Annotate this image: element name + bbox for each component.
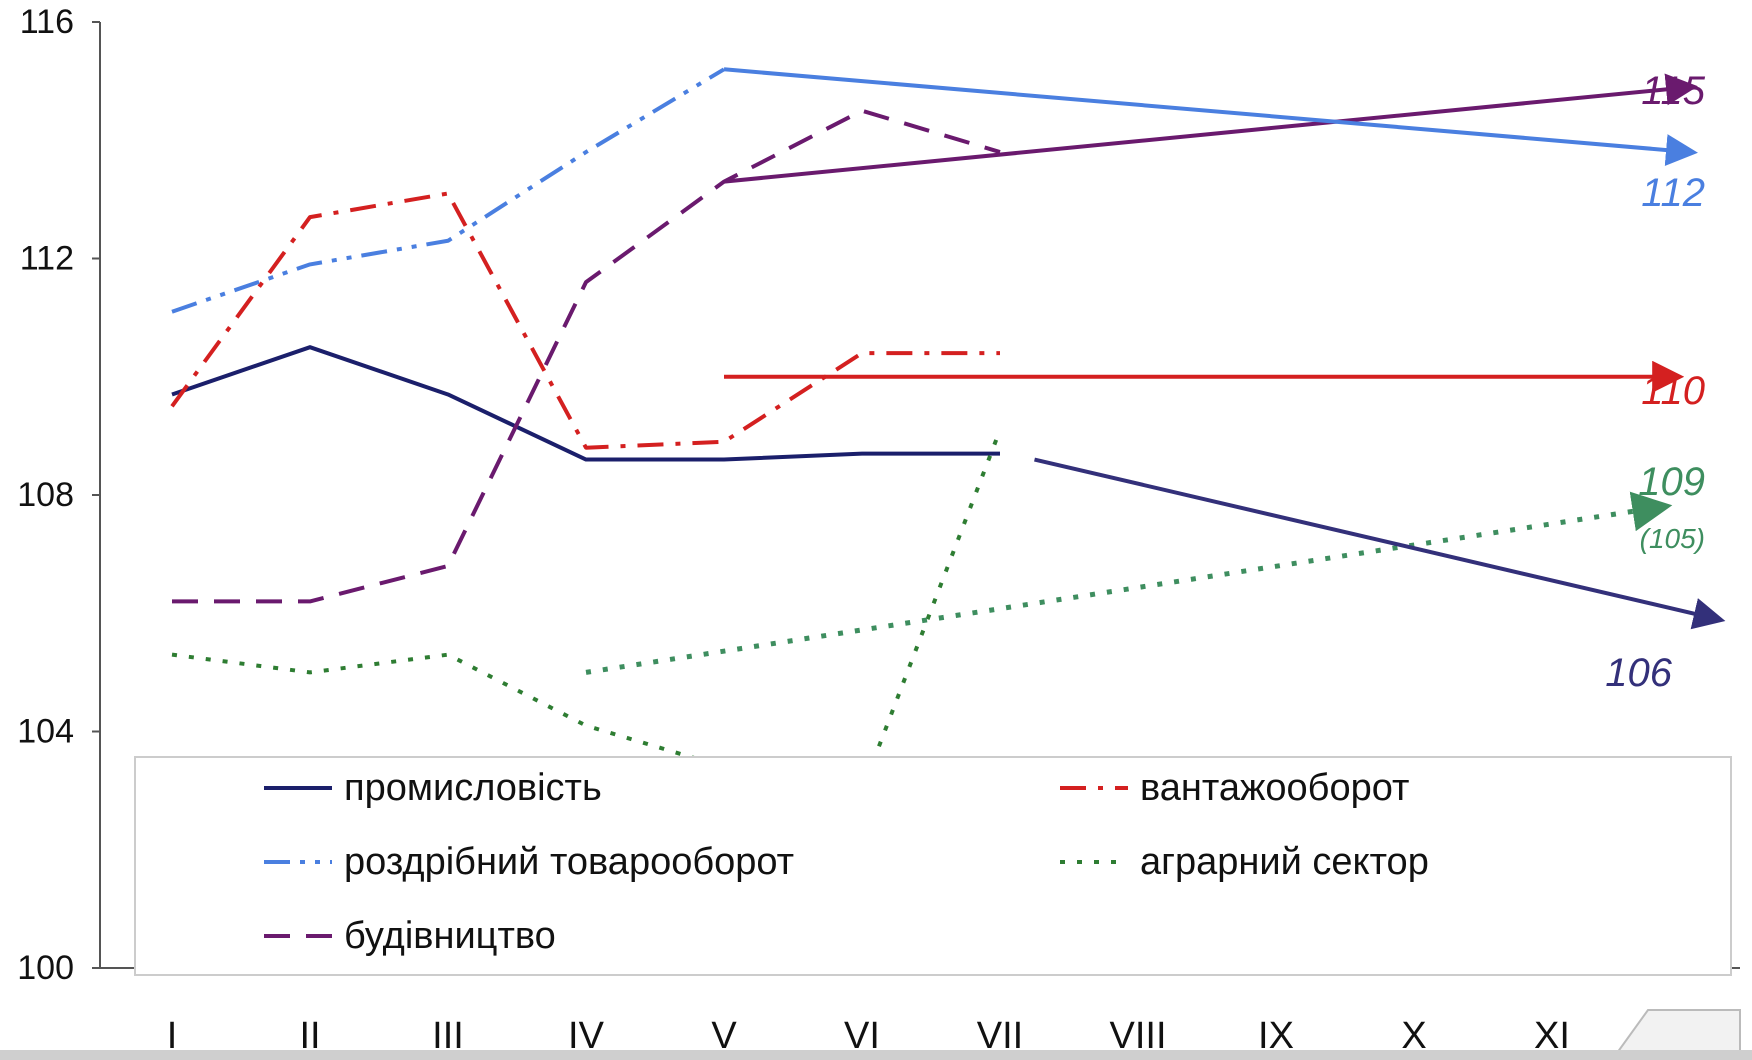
forecast-sublabel-3: (105) xyxy=(1640,523,1705,554)
y-tick-label: 108 xyxy=(17,476,74,514)
series-0-line xyxy=(171,345,1000,462)
series-2-line xyxy=(171,67,726,314)
legend-box xyxy=(134,756,1732,976)
forecast-arrow-1 xyxy=(723,67,1698,166)
series-lines xyxy=(170,67,1002,793)
x-tick-label: I xyxy=(167,1015,178,1057)
forecast-arrow-4 xyxy=(1034,457,1726,630)
forecast-label-4: 106 xyxy=(1605,651,1672,695)
legend: промисловість вантажооборот роздрібний тов… xyxy=(134,756,1732,976)
bottom-bar xyxy=(0,1050,1752,1060)
series-1-line xyxy=(170,191,1000,450)
legend-label: аграрний сектор xyxy=(1140,841,1429,883)
y-axis-ticks: 100 104 108 112 116 xyxy=(17,3,100,987)
x-axis-ticks: IIIIIIIVVVIVIIVIIIIXXXIXII xyxy=(167,968,1713,1057)
page-curl xyxy=(1610,1009,1741,1060)
forecast-arrow-0 xyxy=(723,73,1698,184)
series-4-line xyxy=(172,108,1001,604)
y-tick-label: 116 xyxy=(20,3,74,41)
legend-label: будівництво xyxy=(344,915,556,957)
y-tick-label: 104 xyxy=(17,713,74,751)
forecast-label-0: 115 xyxy=(1641,69,1706,113)
series-3-line xyxy=(171,429,1002,793)
legend-label: вантажооборот xyxy=(1140,767,1409,809)
forecast-label-3: 109 xyxy=(1638,460,1705,504)
forecast-arrows: 115 112 110 109 (105) 106 xyxy=(585,67,1726,695)
forecast-arrow-3 xyxy=(585,491,1673,675)
forecast-label-2: 110 xyxy=(1641,369,1705,413)
y-tick-label: 112 xyxy=(20,240,74,278)
y-tick-label: 100 xyxy=(17,949,74,987)
legend-label: роздрібний товарооборот xyxy=(344,841,794,883)
x-tick-label: II xyxy=(299,1015,320,1057)
forecast-label-1: 112 xyxy=(1641,171,1705,215)
legend-label: промисловість xyxy=(344,767,602,809)
